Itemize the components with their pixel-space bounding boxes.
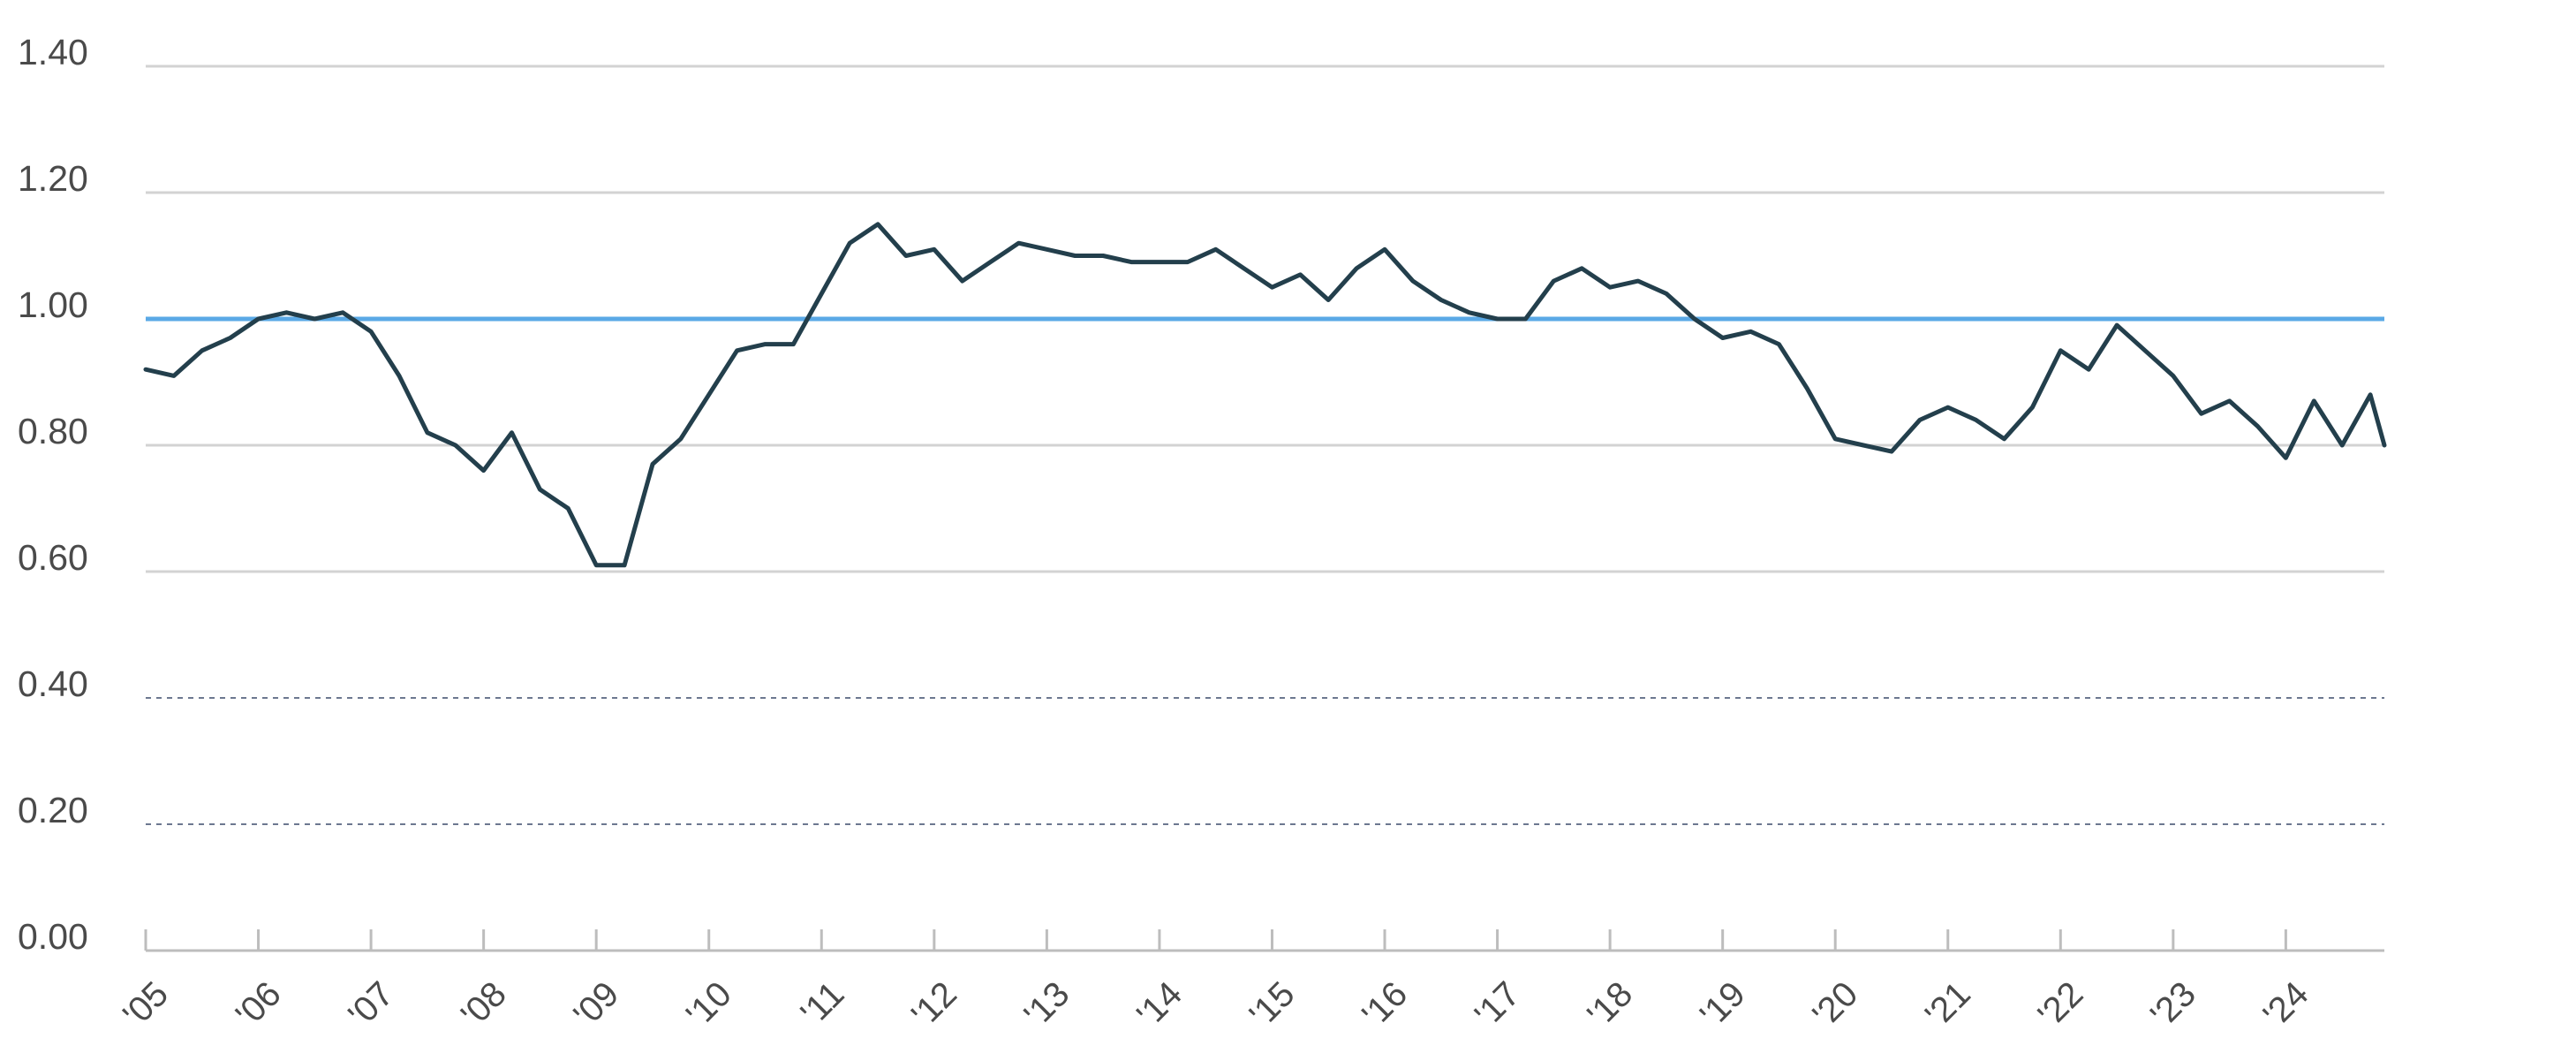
x-tick-label: '16 [1355, 974, 1415, 1034]
x-tick-label: '18 [1580, 974, 1640, 1034]
y-tick-label: 1.20 [18, 158, 88, 199]
x-tick-label: '13 [1017, 974, 1077, 1034]
y-tick-label: 0.00 [18, 916, 88, 957]
x-tick-label: '08 [454, 974, 514, 1034]
x-tick-label: '20 [1805, 974, 1865, 1034]
y-axis: 0.00 0.20 0.40 0.60 0.80 1.00 1.20 1.40 [18, 32, 88, 957]
x-tick-label: '07 [341, 974, 401, 1034]
x-tick-label: '14 [1129, 974, 1190, 1034]
series-line-0 [143, 222, 2387, 568]
series-group [143, 222, 2387, 568]
x-tick-label: '22 [2030, 974, 2090, 1034]
x-tick-label: '21 [1918, 974, 1978, 1034]
y-tick-label: 0.40 [18, 663, 88, 704]
y-tick-label: 0.20 [18, 790, 88, 830]
x-tick-label: '24 [2256, 974, 2316, 1034]
x-tick-label: '06 [229, 974, 289, 1034]
x-tick-label: '17 [1468, 974, 1528, 1034]
x-tick-label: '10 [679, 974, 739, 1034]
x-tick-label: '09 [566, 974, 626, 1034]
x-tick-label: '19 [1693, 974, 1753, 1034]
x-tick-label: '05 [116, 974, 176, 1034]
x-tick-label: '11 [794, 974, 852, 1033]
y-tick-label: 0.60 [18, 537, 88, 578]
x-tick-label: '23 [2143, 974, 2203, 1034]
y-tick-label: 1.40 [18, 32, 88, 72]
y-tick-label: 0.80 [18, 411, 88, 451]
y-tick-label: 1.00 [18, 284, 88, 325]
grid-lines [146, 64, 2384, 825]
x-axis: '05 '06 '07 '08 '09 '10 '11 '12 '13 '14 '15 '16 '17 '… [116, 929, 2384, 1034]
x-tick-label: '12 [904, 974, 964, 1034]
x-tick-label: '15 [1243, 974, 1303, 1034]
